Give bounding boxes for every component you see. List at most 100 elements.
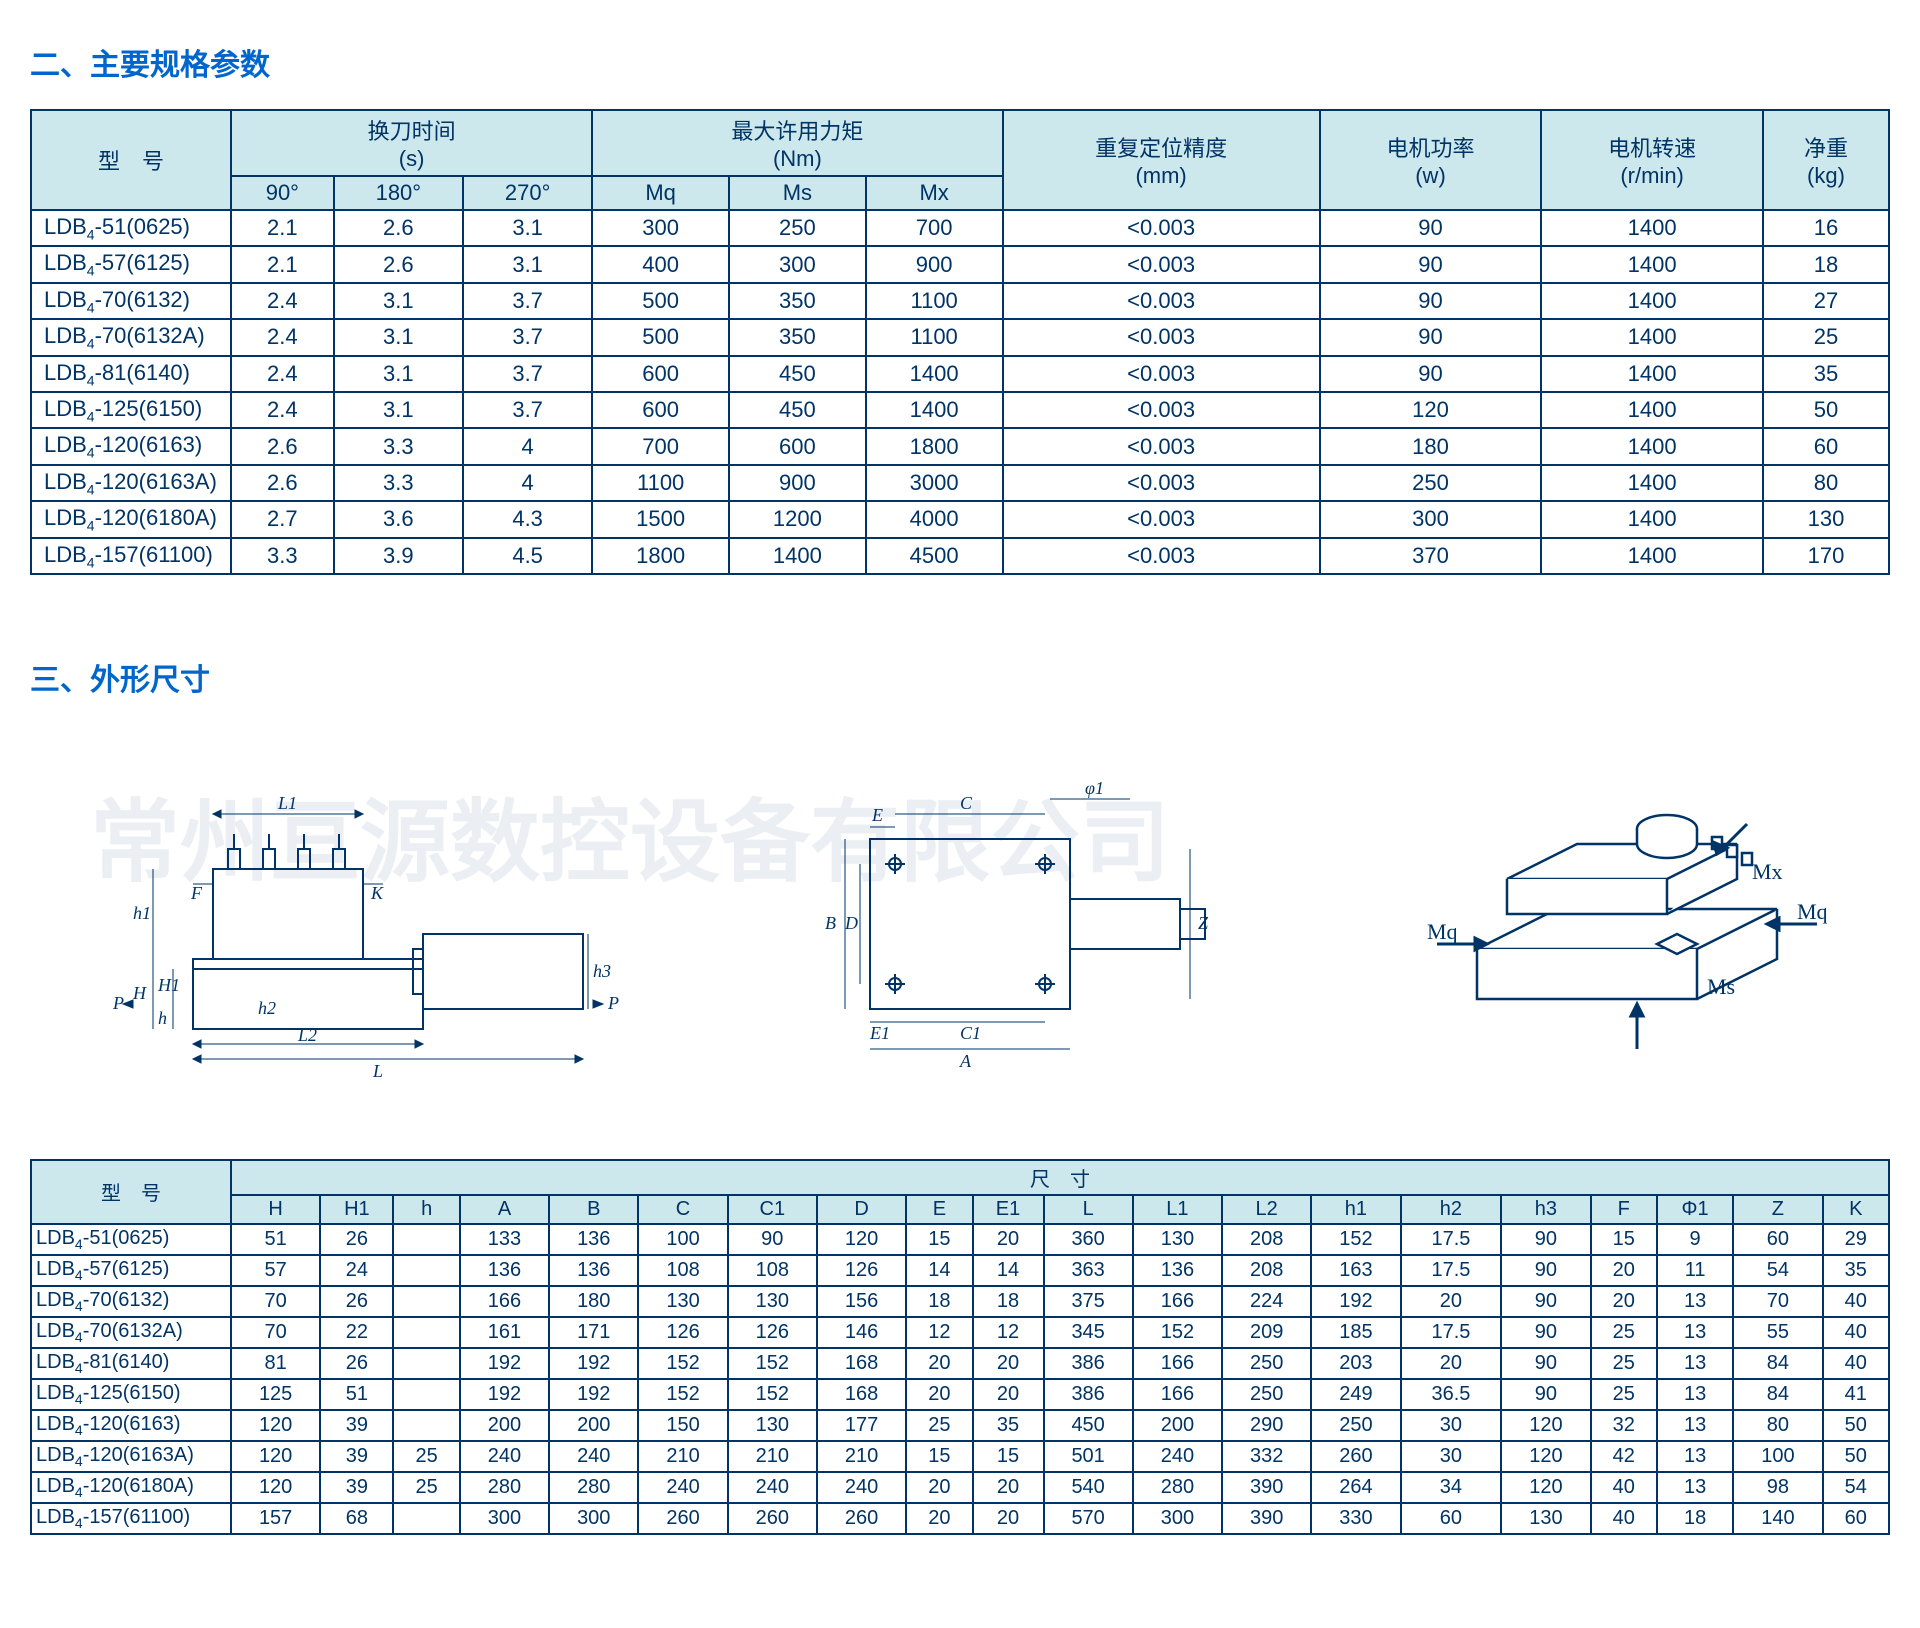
svg-text:E1: E1 — [869, 1023, 890, 1043]
table-row: LDB4-51(0625)512613313610090120152036013… — [31, 1224, 1889, 1255]
svg-text:C: C — [960, 793, 973, 813]
dims-col: D — [817, 1195, 906, 1224]
dims-col-model: 型 号 — [31, 1160, 231, 1224]
dims-col: Φ1 — [1657, 1195, 1733, 1224]
svg-text:K: K — [370, 883, 384, 903]
table-row: LDB4-120(6163A)2.63.3411009003000<0.0032… — [31, 465, 1889, 501]
dims-col: L2 — [1222, 1195, 1311, 1224]
model-cell: LDB4-120(6163A) — [31, 1441, 231, 1472]
dims-col: Z — [1733, 1195, 1822, 1224]
table-row: LDB4-125(6150)2.43.13.76004501400<0.0031… — [31, 392, 1889, 428]
svg-text:Mx: Mx — [1752, 859, 1783, 884]
col-weight: 净重 (kg) — [1763, 110, 1889, 210]
dims-col: E — [906, 1195, 972, 1224]
svg-text:P: P — [607, 993, 619, 1013]
col-torque: 最大许用力矩 (Nm) — [592, 110, 1002, 176]
table-row: LDB4-57(6125)2.12.63.1400300900<0.003901… — [31, 246, 1889, 282]
dims-col: h — [393, 1195, 459, 1224]
svg-text:P: P — [112, 993, 124, 1013]
model-cell: LDB4-120(6163) — [31, 1410, 231, 1441]
section3-title: 三、外形尺寸 — [30, 655, 1890, 699]
model-cell: LDB4-120(6163) — [31, 428, 231, 464]
svg-text:h1: h1 — [133, 903, 151, 923]
svg-text:B: B — [825, 913, 836, 933]
col-90: 90° — [231, 176, 334, 210]
svg-text:h: h — [158, 1008, 167, 1028]
model-cell: LDB4-70(6132A) — [31, 319, 231, 355]
table-row: LDB4-51(0625)2.12.63.1300250700<0.003901… — [31, 210, 1889, 246]
svg-text:Mq: Mq — [1427, 919, 1458, 944]
table-row: LDB4-70(6132)2.43.13.75003501100<0.00390… — [31, 283, 1889, 319]
svg-text:h2: h2 — [258, 998, 276, 1018]
svg-text:E: E — [871, 805, 883, 825]
diagram-forces: Mx Mq Mq Ms — [1417, 769, 1837, 1069]
table-row: LDB4-120(6163A)1203925240240210210210151… — [31, 1441, 1889, 1472]
diagram-side-view: L1 L L2 h1 H H1 h P F K h2 — [83, 759, 643, 1079]
model-cell: LDB4-81(6140) — [31, 356, 231, 392]
col-model: 型 号 — [31, 110, 231, 210]
diagram-row: L1 L L2 h1 H H1 h P F K h2 — [30, 759, 1890, 1079]
svg-text:L: L — [372, 1061, 383, 1079]
table-row: LDB4-120(6163)2.63.347006001800<0.003180… — [31, 428, 1889, 464]
svg-text:φ1: φ1 — [1085, 778, 1104, 798]
table-row: LDB4-70(6132)702616618013013015618183751… — [31, 1286, 1889, 1317]
model-cell: LDB4-157(61100) — [31, 538, 231, 574]
model-cell: LDB4-120(6180A) — [31, 1472, 231, 1503]
col-ms: Ms — [729, 176, 866, 210]
dims-col: F — [1591, 1195, 1657, 1224]
table-row: LDB4-81(6140)812619219215215216820203861… — [31, 1348, 1889, 1379]
model-cell: LDB4-120(6180A) — [31, 501, 231, 537]
dims-col-group: 尺 寸 — [231, 1160, 1889, 1195]
table-row: LDB4-70(6132A)70221611711261261461212345… — [31, 1317, 1889, 1348]
dims-col: B — [549, 1195, 638, 1224]
col-repeat: 重复定位精度 (mm) — [1003, 110, 1320, 210]
table-row: LDB4-70(6132A)2.43.13.75003501100<0.0039… — [31, 319, 1889, 355]
svg-text:Ms: Ms — [1707, 974, 1735, 999]
table-row: LDB4-120(6180A)1203925280280240240240202… — [31, 1472, 1889, 1503]
dims-col: h1 — [1311, 1195, 1400, 1224]
model-cell: LDB4-57(6125) — [31, 246, 231, 282]
model-cell: LDB4-81(6140) — [31, 1348, 231, 1379]
col-mx: Mx — [866, 176, 1003, 210]
dims-col: E1 — [973, 1195, 1044, 1224]
model-cell: LDB4-120(6163A) — [31, 465, 231, 501]
dims-col: H1 — [320, 1195, 393, 1224]
svg-text:L1: L1 — [277, 793, 297, 813]
svg-text:h3: h3 — [593, 961, 611, 981]
svg-text:A: A — [959, 1051, 972, 1071]
model-cell: LDB4-70(6132A) — [31, 1317, 231, 1348]
dims-col: H — [231, 1195, 320, 1224]
table-row: LDB4-125(6150)12551192192152152168202038… — [31, 1379, 1889, 1410]
svg-text:C1: C1 — [960, 1023, 981, 1043]
dims-col: h2 — [1401, 1195, 1502, 1224]
table-row: LDB4-81(6140)2.43.13.76004501400<0.00390… — [31, 356, 1889, 392]
col-power: 电机功率 (w) — [1320, 110, 1542, 210]
svg-text:H: H — [132, 983, 147, 1003]
model-cell: LDB4-51(0625) — [31, 1224, 231, 1255]
model-cell: LDB4-70(6132) — [31, 283, 231, 319]
svg-text:L2: L2 — [297, 1025, 317, 1045]
dims-col: L1 — [1133, 1195, 1222, 1224]
dims-col: C1 — [728, 1195, 817, 1224]
dimensions-table: 型 号 尺 寸 HH1hABCC1DEE1LL1L2h1h2h3FΦ1ZK LD… — [30, 1159, 1890, 1535]
specs-table: 型 号 换刀时间 (s) 最大许用力矩 (Nm) 重复定位精度 (mm) 电机功… — [30, 109, 1890, 575]
dims-col: h3 — [1501, 1195, 1590, 1224]
table-row: LDB4-57(6125)572413613610810812614143631… — [31, 1255, 1889, 1286]
svg-text:F: F — [190, 883, 203, 903]
dims-col: C — [638, 1195, 727, 1224]
col-270: 270° — [463, 176, 592, 210]
svg-text:Mq: Mq — [1797, 899, 1828, 924]
model-cell: LDB4-57(6125) — [31, 1255, 231, 1286]
table-row: LDB4-120(6163)12039200200150130177253545… — [31, 1410, 1889, 1441]
model-cell: LDB4-51(0625) — [31, 210, 231, 246]
model-cell: LDB4-125(6150) — [31, 392, 231, 428]
svg-text:H1: H1 — [157, 975, 180, 995]
dims-col: L — [1044, 1195, 1133, 1224]
col-mq: Mq — [592, 176, 729, 210]
svg-text:Z: Z — [1198, 913, 1209, 933]
dims-col: K — [1823, 1195, 1889, 1224]
dims-col: A — [460, 1195, 549, 1224]
table-row: LDB4-157(61100)3.33.94.5180014004500<0.0… — [31, 538, 1889, 574]
model-cell: LDB4-157(61100) — [31, 1503, 231, 1534]
col-180: 180° — [334, 176, 463, 210]
